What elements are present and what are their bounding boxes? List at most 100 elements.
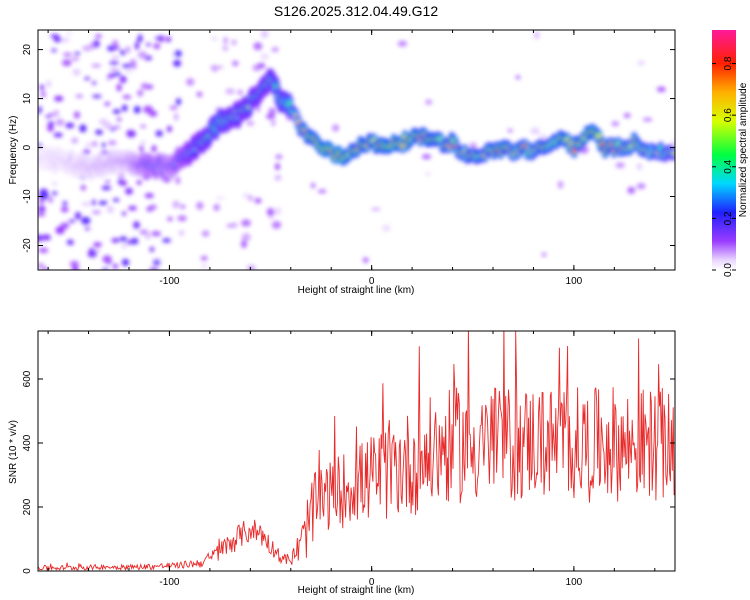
heatmap-noise-blob [172,200,180,209]
heatmap-noise-blob [397,40,408,47]
heatmap-noise-blob [148,110,158,117]
heatmap-noise-blob [38,106,43,111]
heatmap-noise-blob [53,109,60,117]
heatmap-noise-blob [99,118,108,125]
heatmap-noise-blob [53,132,63,138]
heatmap-noise-blob [670,139,675,146]
snr-ytick-label: 0 [22,568,33,574]
heatmap-noise-blob [82,45,92,52]
snr-xtick-label: -100 [159,577,179,588]
heatmap-noise-blob [121,104,128,112]
heatmap-noise-blob [74,51,81,56]
heatmap-noise-blob [38,213,46,217]
heatmap-noise-blob [530,127,540,135]
heatmap-noise-blob [93,242,102,248]
heatmap-noise-blob [55,226,65,235]
heatmap-noise-blob [261,30,269,38]
heatmap-noise-blob [112,109,121,114]
heatmap-noise-blob [63,52,72,57]
heatmap-noise-blob [119,236,127,243]
heatmap-noise-blob [81,202,91,207]
heatmap-noise-blob [104,102,111,106]
snr-frame [37,330,676,572]
heatmap-noise-blob [225,88,235,95]
heatmap-noise-blob [242,193,251,198]
heatmap-noise-blob [557,180,564,189]
heatmap-noise-blob [50,34,60,38]
heatmap-noise-blob [81,216,91,225]
heatmap-noise-blob [425,99,433,105]
heatmap-noise-blob [166,125,172,133]
heatmap-noise-blob [151,231,162,237]
heatmap-noise-blob [140,124,146,128]
heatmap-noise-blob [215,196,225,200]
heatmap-noise-blob [61,59,72,67]
heatmap-noise-blob [623,113,631,118]
colorbar: 0.0 0.2 0.4 0.6 0.8 Normalized spectral ampl… [712,30,749,277]
heatmap-noise-blob [95,129,103,135]
heatmap-noise-blob [469,142,477,149]
heatmap-noise-blob [113,125,121,129]
chart-title: S126.2025.312.04.49.G12 [274,3,438,19]
heatmap-noise-blob [539,134,547,140]
heatmap-noise-blob [515,75,521,80]
heatmap-noise-blob [140,140,146,146]
heatmap-noise-blob [275,154,283,160]
heatmap-noise-blob [47,121,56,125]
heatmap-ridge-core [671,150,675,156]
heatmap-noise-blob [104,180,111,184]
heatmap-noise-blob [92,81,97,85]
heatmap-noise-blob [266,208,275,216]
heatmap-noise-blob [122,95,132,99]
spectrogram-ytick-label: 0 [22,144,33,150]
heatmap-noise-blob [165,36,172,43]
heatmap-noise-blob [38,247,49,253]
heatmap-noise-blob [62,201,68,206]
heatmap-noise-blob [167,216,173,222]
heatmap-noise-blob [656,86,666,93]
heatmap-noise-blob [71,137,79,144]
heatmap-noise-blob [79,124,87,133]
heatmap-noise-blob [51,191,58,196]
heatmap-noise-blob [174,113,179,121]
heatmap-noise-blob [273,221,279,227]
heatmap-noise-blob [145,42,151,47]
heatmap-noise-blob [43,266,48,270]
heatmap-noise-blob [370,207,381,211]
heatmap-noise-blob [41,234,51,241]
heatmap-noise-blob [39,192,49,200]
heatmap-noise-blob [241,233,251,242]
heatmap-noise-blob [636,183,646,190]
heatmap-noise-blob [101,142,106,148]
heatmap-noise-blob [201,263,208,269]
spectrogram-xtick-label: 0 [369,276,375,287]
colorbar-tick-label: 0.4 [723,159,734,173]
heatmap-noise-blob [615,162,625,169]
heatmap-noise-blob [362,257,369,263]
heatmap-noise-blob [38,262,44,269]
heatmap-noise-blob [247,265,256,270]
heatmap-noise-blob [188,77,193,86]
heatmap-noise-blob [642,117,653,122]
heatmap-noise-blob [213,204,220,211]
heatmap-noise-blob [144,193,154,199]
heatmap-noise-blob [80,184,87,191]
heatmap-noise-blob [38,205,46,213]
heatmap-noise-blob [55,118,65,126]
heatmap-noise-blob [127,129,132,138]
heatmap-noise-blob [108,140,117,145]
snr-xlabel: Height of straight line (km) [298,585,415,596]
heatmap-noise-blob [196,91,203,98]
heatmap-noise-blob [66,31,73,35]
heatmap-noise-blob [253,42,263,51]
heatmap-noise-blob [113,72,121,76]
heatmap-noise-blob [178,230,185,236]
snr-xtick-label: 0 [369,577,375,588]
heatmap-noise-blob [85,227,90,231]
heatmap-noise-blob [107,73,116,79]
spectrogram-frame [37,29,676,271]
heatmap-noise-blob [141,82,148,90]
heatmap-noise-blob [507,129,513,133]
